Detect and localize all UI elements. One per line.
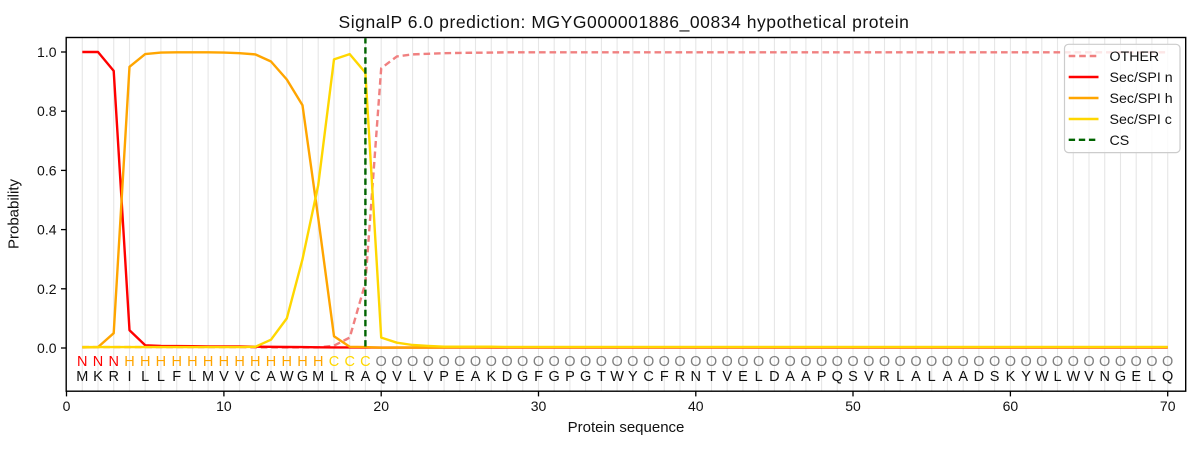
svg-text:OTHER: OTHER xyxy=(1110,49,1160,65)
svg-text:0.4: 0.4 xyxy=(37,222,57,238)
svg-text:0: 0 xyxy=(63,398,71,414)
svg-text:Protein sequence: Protein sequence xyxy=(568,419,685,436)
svg-text:Sec/SPI h: Sec/SPI h xyxy=(1110,91,1173,107)
svg-text:0.0: 0.0 xyxy=(37,340,57,356)
svg-text:70: 70 xyxy=(1160,398,1176,414)
svg-text:1.0: 1.0 xyxy=(37,44,57,60)
svg-text:Sec/SPI n: Sec/SPI n xyxy=(1110,70,1173,86)
svg-text:20: 20 xyxy=(373,398,389,414)
svg-text:SignalP 6.0 prediction: MGYG00: SignalP 6.0 prediction: MGYG000001886_00… xyxy=(339,12,910,33)
svg-text:50: 50 xyxy=(845,398,861,414)
svg-text:0.8: 0.8 xyxy=(37,103,57,119)
svg-text:0.2: 0.2 xyxy=(37,281,57,297)
svg-text:HHHHHHHHHHHHH: HHHHHHHHHHHHH xyxy=(124,354,323,370)
svg-text:Probability: Probability xyxy=(6,178,23,249)
svg-text:Sec/SPI c: Sec/SPI c xyxy=(1110,112,1172,128)
svg-text:OOOOOOOOOOOOOOOOOOOOOOOOOOOOOO: OOOOOOOOOOOOOOOOOOOOOOOOOOOOOOOOOOOOOOOO… xyxy=(376,354,1174,370)
svg-text:60: 60 xyxy=(1003,398,1019,414)
svg-text:CCC: CCC xyxy=(329,354,371,370)
svg-text:CS: CS xyxy=(1110,133,1130,149)
svg-text:40: 40 xyxy=(688,398,704,414)
svg-text:10: 10 xyxy=(216,398,232,414)
svg-text:30: 30 xyxy=(531,398,547,414)
svg-text:0.6: 0.6 xyxy=(37,162,57,178)
svg-text:NNN: NNN xyxy=(77,354,119,370)
